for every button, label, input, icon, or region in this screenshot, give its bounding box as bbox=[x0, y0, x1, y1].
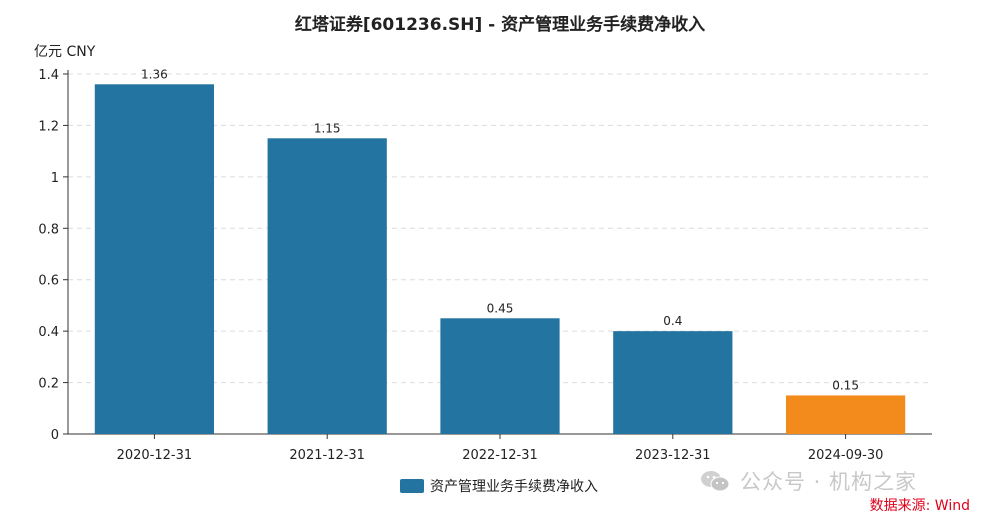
data-source: 数据来源: Wind bbox=[869, 498, 970, 514]
legend-label: 资产管理业务手续费净收入 bbox=[430, 479, 598, 495]
bar-2022-12-31[interactable] bbox=[440, 318, 560, 434]
y-tick-label: 0.6 bbox=[38, 274, 59, 289]
x-tick-label: 2020-12-31 bbox=[117, 448, 193, 463]
watermark: 公众号 · 机构之家 bbox=[700, 466, 917, 496]
bar-2020-12-31[interactable] bbox=[94, 84, 215, 435]
data-label: 1.15 bbox=[314, 121, 341, 135]
data-label: 0.45 bbox=[487, 301, 514, 315]
y-tick-label: 1.4 bbox=[38, 68, 59, 83]
bars bbox=[94, 84, 906, 435]
legend[interactable]: 资产管理业务手续费净收入 bbox=[400, 476, 598, 496]
legend-swatch bbox=[400, 479, 424, 493]
y-tick-label: 0.8 bbox=[38, 222, 59, 237]
data-label: 0.4 bbox=[663, 314, 682, 328]
y-axis-unit: 亿元 CNY bbox=[34, 44, 96, 60]
data-label: 1.36 bbox=[141, 67, 168, 81]
data-label: 0.15 bbox=[832, 378, 859, 392]
x-tick-label: 2021-12-31 bbox=[289, 448, 365, 463]
wechat-icon bbox=[701, 471, 730, 492]
y-tick-label: 0.4 bbox=[38, 325, 59, 340]
y-tick-label: 1 bbox=[51, 171, 59, 186]
bar-2024-09-30[interactable] bbox=[785, 395, 906, 434]
y-tick-label: 0 bbox=[51, 428, 59, 443]
x-tick-label: 2023-12-31 bbox=[635, 448, 711, 463]
data-labels: 1.36 1.15 0.45 0.4 0.15 bbox=[141, 67, 859, 392]
y-tick-label: 1.2 bbox=[38, 119, 59, 134]
bar-2023-12-31[interactable] bbox=[613, 331, 733, 434]
bar-2021-12-31[interactable] bbox=[267, 138, 387, 435]
watermark-text: 公众号 · 机构之家 bbox=[740, 470, 918, 494]
chart-title: 红塔证券[601236.SH] - 资产管理业务手续费净收入 bbox=[294, 15, 706, 35]
y-tick-label: 0.2 bbox=[38, 377, 59, 392]
x-tick-label: 2024-09-30 bbox=[808, 448, 884, 463]
x-tick-label: 2022-12-31 bbox=[462, 448, 538, 463]
